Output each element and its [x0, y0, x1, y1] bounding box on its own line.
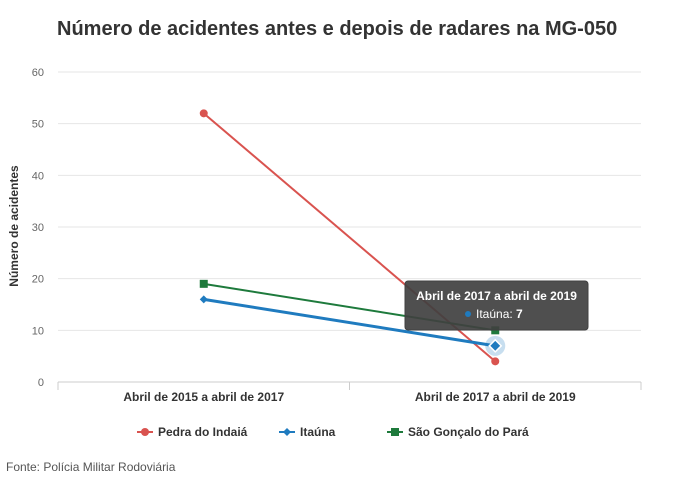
x-tick-label: Abril de 2017 a abril de 2019	[415, 390, 576, 404]
data-point[interactable]	[488, 338, 503, 353]
chart-title: Número de acidentes antes e depois de ra…	[57, 18, 618, 40]
data-point[interactable]	[491, 357, 500, 366]
x-axis: Abril de 2015 a abril de 2017 Abril de 20…	[57, 382, 642, 404]
grid-lines	[58, 71, 641, 383]
tooltip-series-dot	[465, 311, 471, 317]
legend-item-2[interactable]: São Gonçalo do Pará	[387, 425, 529, 439]
tooltip: Abril de 2017 a abril de 2019 Itaúna: 7	[404, 280, 589, 331]
y-tick-label: 30	[32, 222, 44, 234]
y-tick-label: 40	[32, 170, 44, 182]
y-axis-label: Número de acidentes	[7, 165, 21, 287]
y-tick-label: 60	[32, 67, 44, 79]
series-1	[199, 295, 506, 356]
legend-marker[interactable]	[391, 428, 399, 436]
legend-label: Pedra do Indaiá	[158, 425, 248, 439]
legend-item-1[interactable]: Itaúna	[279, 425, 336, 439]
y-tick-label: 20	[32, 274, 44, 286]
legend-label: São Gonçalo do Pará	[408, 425, 529, 439]
tooltip-box	[404, 280, 589, 331]
legend: Pedra do Indaiá Itaúna São Gonçalo do Pará	[137, 425, 529, 439]
tooltip-value: 7	[516, 307, 523, 321]
y-tick-label: 50	[32, 119, 44, 131]
data-point[interactable]	[199, 109, 208, 118]
legend-label: Itaúna	[300, 425, 336, 439]
legend-item-0[interactable]: Pedra do Indaiá	[137, 425, 248, 439]
legend-marker[interactable]	[283, 428, 291, 436]
data-point[interactable]	[199, 295, 208, 304]
series-line	[203, 297, 496, 348]
tooltip-header: Abril de 2017 a abril de 2019	[416, 289, 577, 303]
tooltip-line: Itaúna: 7	[476, 307, 523, 321]
legend-marker[interactable]	[141, 428, 149, 436]
data-point[interactable]	[199, 279, 208, 288]
source-note: Fonte: Polícia Militar Rodoviária	[6, 460, 176, 474]
x-tick-label: Abril de 2015 a abril de 2017	[123, 390, 284, 404]
y-axis-ticks: 0 10 20 30 40 50 60	[32, 67, 44, 389]
tooltip-series-name: Itaúna:	[476, 307, 516, 321]
y-tick-label: 10	[32, 325, 44, 337]
y-tick-label: 0	[38, 377, 44, 389]
